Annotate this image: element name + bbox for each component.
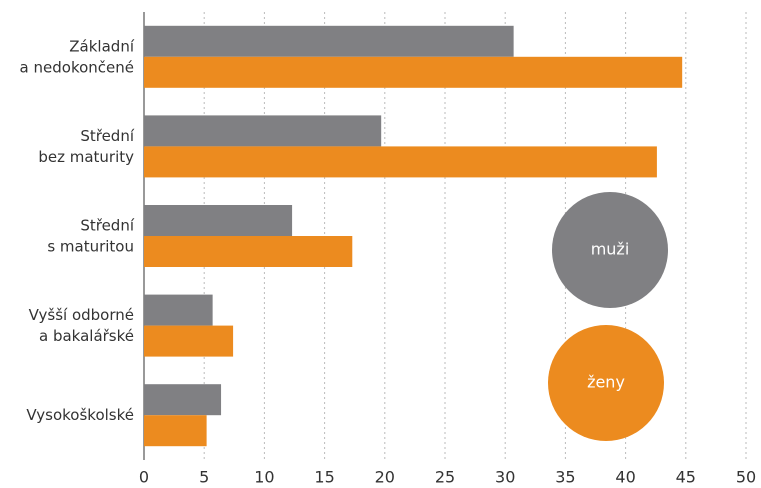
legend-label: ženy (587, 373, 625, 392)
x-tick-label: 25 (435, 468, 455, 487)
x-tick-label: 0 (139, 468, 149, 487)
bar (144, 236, 353, 267)
bar (144, 25, 514, 57)
y-tick-label: Základní a nedokončené (20, 37, 135, 76)
y-tick-label: Vyšší odborné a bakalářské (29, 306, 134, 345)
bar (144, 146, 657, 178)
bar (144, 294, 213, 326)
x-tick-label: 50 (736, 468, 756, 487)
x-tick-label: 10 (254, 468, 274, 487)
x-tick-label: 45 (676, 468, 696, 487)
bar (144, 56, 683, 88)
bar (144, 325, 234, 357)
x-tick-label: 40 (615, 468, 635, 487)
x-tick-label: 15 (314, 468, 334, 487)
legend-swatch (548, 325, 664, 441)
bar (144, 205, 293, 236)
bar (144, 415, 207, 447)
x-tick-label: 20 (375, 468, 395, 487)
bar (144, 384, 222, 416)
x-tick-label: 30 (495, 468, 515, 487)
y-tick-label: Vysokoškolské (26, 406, 134, 424)
x-tick-label: 5 (199, 468, 209, 487)
y-tick-label: Střední s maturitou (47, 216, 135, 255)
bar (144, 115, 382, 147)
legend-label: muži (591, 240, 630, 259)
x-tick-label: 35 (555, 468, 575, 487)
legend-swatch (552, 192, 668, 308)
y-tick-label: Střední bez maturity (38, 126, 135, 165)
